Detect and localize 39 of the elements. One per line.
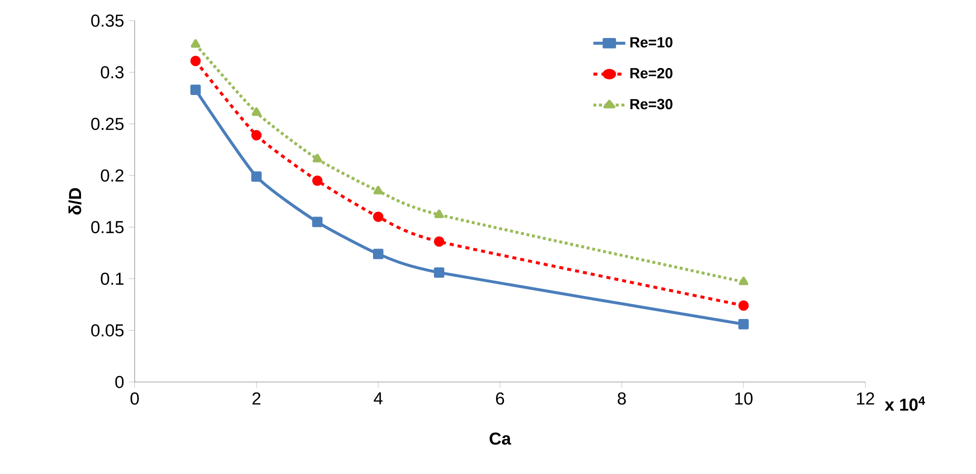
point <box>252 107 262 116</box>
point <box>251 130 262 140</box>
point <box>374 186 383 194</box>
point <box>373 248 384 260</box>
y-tick-label: 0.05 <box>91 324 124 337</box>
x-tick-label: 2 <box>252 392 260 404</box>
point <box>434 236 444 247</box>
x-tick-label: 0 <box>130 392 139 405</box>
x-tick-label: 6 <box>496 392 504 405</box>
y-tick-label: 0.15 <box>91 220 124 234</box>
point <box>190 56 201 66</box>
point <box>434 267 444 278</box>
y-tick-label: 0.25 <box>91 118 124 130</box>
x-tick-label: 12 <box>857 392 874 404</box>
x-axis-title: Ca <box>490 432 512 445</box>
point <box>312 175 323 186</box>
point <box>190 84 201 96</box>
point <box>738 318 749 330</box>
point <box>738 300 749 311</box>
text: x 10$^{4}$ <box>884 396 926 411</box>
y-tick-label: 0.3 <box>100 66 124 78</box>
point <box>312 216 323 228</box>
point <box>190 39 200 48</box>
x-tick-label: 10 <box>735 392 753 405</box>
x-tick-label: 8 <box>618 392 626 405</box>
y-tick-label: 0.2 <box>100 169 124 182</box>
legend-label: Re=30 <box>630 98 672 110</box>
y-tick-label: 0.35 <box>91 14 124 27</box>
y-tick-label: 0 <box>115 376 124 388</box>
legend-label: Re=20 <box>630 68 672 78</box>
point <box>373 212 384 222</box>
point <box>312 154 322 162</box>
y-axis-title: δ/D <box>68 188 82 215</box>
x-tick-label: 4 <box>374 392 383 404</box>
point <box>251 171 262 182</box>
point <box>738 276 748 286</box>
y-tick-label: 0.1 <box>100 272 124 285</box>
point <box>434 210 444 218</box>
legend-label: Re=10 <box>630 37 672 48</box>
